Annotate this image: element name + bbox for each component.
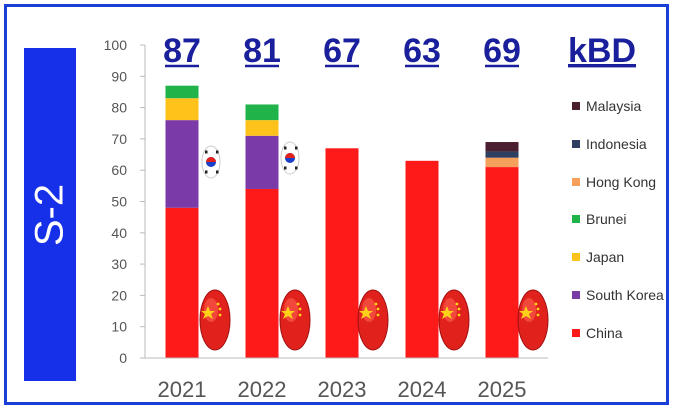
china-flag-icon [279,289,311,351]
bar-china-2022 [245,188,279,358]
y-axis: 0 10 20 30 40 50 60 70 80 90 100 [104,37,146,366]
bar-south-korea-2022 [245,135,279,189]
x-tick-label: 2023 [318,377,367,402]
y-tick-label: 10 [111,319,127,335]
china-flag-icon [199,289,231,351]
y-tick-label: 80 [111,100,127,116]
bar-brunei-2022 [245,104,279,121]
y-tick-label: 70 [111,131,127,147]
flag-icons [199,141,549,351]
bar-indonesia-2025 [485,151,519,158]
legend-label: China [586,325,623,341]
total-labels: 87 81 67 63 69 [163,32,521,70]
y-tick-label: 100 [104,37,128,53]
legend-swatch-malaysia [572,102,580,110]
y-tick-label: 60 [111,162,127,178]
legend-label: Indonesia [586,136,647,152]
china-flag-icon [357,289,389,351]
y-tick-label: 90 [111,68,127,84]
bar-japan-2021 [165,98,199,121]
total-label: 67 [323,32,361,70]
south-korea-flag-icon [280,141,300,175]
bar-malaysia-2025 [485,142,519,152]
legend-swatch-china [572,329,580,337]
legend-swatch-indonesia [572,140,580,148]
legend-label: Malaysia [586,98,641,114]
total-label: 87 [163,32,201,70]
bar-brunei-2021 [165,85,199,99]
bar-china-2023 [325,148,359,358]
legend-swatch-hong-kong [572,178,580,186]
x-tick-label: 2025 [478,377,527,402]
x-tick-label: 2022 [238,377,287,402]
legend-swatch-brunei [572,215,580,223]
y-tick-label: 0 [119,350,127,366]
bars-group [165,85,519,358]
bar-china-2025 [485,167,519,358]
x-tick-label: 2024 [398,377,447,402]
bar-china-2021 [165,207,199,358]
bar-hong-kong-2025 [485,157,519,168]
legend-label: Japan [586,249,624,265]
bar-china-2024 [405,160,439,358]
legend-swatch-japan [572,253,580,261]
legend-swatch-south-korea [572,291,580,299]
x-axis: 2021 2022 2023 2024 2025 [145,357,548,402]
y-tick-label: 20 [111,287,127,303]
bar-south-korea-2021 [165,120,199,208]
total-label: 69 [483,32,521,70]
south-korea-flag-icon [201,145,221,179]
legend-label: Hong Kong [586,174,656,190]
y-tick-label: 30 [111,256,127,272]
total-label: 63 [403,32,441,70]
total-label: 81 [243,32,281,70]
bar-japan-2022 [245,120,279,136]
y-tick-label: 40 [111,225,127,241]
side-panel: S-2 [24,48,76,381]
legend: Malaysia Indonesia Hong Kong Brunei Japan Sou… [572,98,664,341]
x-tick-label: 2021 [158,377,207,402]
unit-label: kBD [568,32,636,70]
legend-label: Brunei [586,211,626,227]
china-flag-icon [517,289,549,351]
legend-label: South Korea [586,287,664,303]
y-tick-label: 50 [111,194,127,210]
china-flag-icon [438,289,470,351]
